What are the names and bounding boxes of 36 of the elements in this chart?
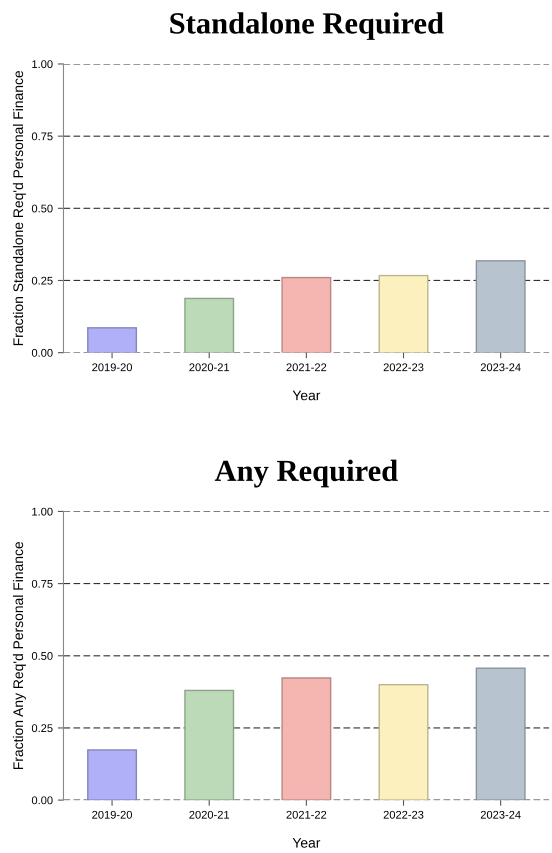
bar	[281, 677, 332, 800]
x-axis-title: Year	[292, 390, 320, 400]
x-tick-label: 2021-22	[286, 363, 326, 372]
y-tick-label: 1.00	[32, 60, 53, 68]
y-tick-label: 0.75	[32, 132, 53, 140]
y-axis-title: Fraction Standalone Req'd Personal Finance	[12, 70, 26, 346]
bar	[378, 274, 428, 353]
bar	[184, 690, 234, 800]
bar	[378, 684, 428, 800]
x-tick-label: 2022-23	[384, 810, 424, 819]
bar	[184, 298, 234, 353]
y-tick-label: 0.25	[32, 724, 53, 732]
y-tick-label: 0.50	[32, 204, 53, 212]
x-tick-label: 2021-22	[286, 810, 326, 819]
bar	[281, 276, 332, 353]
x-tick-label: 2023-24	[480, 363, 521, 372]
x-tick-label: 2020-21	[189, 363, 230, 372]
chart-title: Standalone Required	[170, 12, 444, 40]
y-tick-label: 1.00	[32, 508, 53, 516]
x-tick-label: 2020-21	[189, 810, 230, 819]
y-tick-label: 0.25	[32, 276, 53, 285]
x-tick-label: 2023-24	[480, 810, 521, 819]
x-axis-title: Year	[292, 838, 320, 848]
bar	[476, 260, 526, 353]
bar	[87, 749, 138, 800]
y-axis-title: Fraction Any Req'd Personal Finance	[12, 542, 26, 770]
y-tick-label: 0.75	[32, 580, 53, 588]
bar	[476, 667, 526, 800]
y-tick-label: 0.00	[32, 796, 53, 804]
chart-title: Any Required	[214, 460, 398, 488]
x-tick-label: 2019-20	[92, 810, 132, 819]
y-tick-label: 0.50	[32, 652, 53, 660]
y-tick-label: 0.00	[32, 348, 53, 357]
x-tick-label: 2019-20	[92, 363, 132, 372]
x-tick-label: 2022-23	[384, 363, 424, 372]
bar	[87, 327, 138, 353]
